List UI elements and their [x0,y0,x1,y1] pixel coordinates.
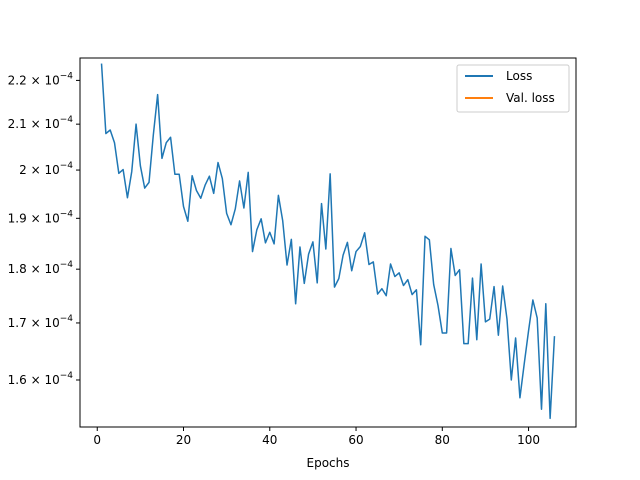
y-tick-label: 2 × 10−4 [19,161,73,177]
series-layer [100,63,556,420]
x-axis-ticks: 0 20 40 60 80 100 [93,427,540,447]
x-axis-label: Epochs [307,456,350,470]
x-tick-label: 60 [348,433,363,447]
x-tick-label: 80 [435,433,450,447]
x-tick-label: 100 [517,433,540,447]
y-tick-label: 1.9 × 10−4 [8,209,74,225]
series-line-loss [100,63,556,420]
legend-label-loss: Loss [506,69,532,83]
axes-frame [79,57,577,428]
y-tick-label: 2.1 × 10−4 [8,115,74,131]
y-tick-label: 1.8 × 10−4 [8,260,74,276]
y-tick-label: 1.7 × 10−4 [8,314,74,330]
axes-background [80,58,576,427]
legend: Loss Val. loss [456,64,570,113]
legend-label-val-loss: Val. loss [506,91,555,105]
y-axis-ticks: 1.6 × 10−4 1.7 × 10−4 1.8 × 10−4 1.9 × 10−4… [8,71,80,387]
y-tick-label: 2.2 × 10−4 [8,71,74,87]
x-tick-label: 40 [262,433,277,447]
x-tick-label: 0 [93,433,101,447]
x-tick-label: 20 [176,433,191,447]
plot-area [80,58,576,427]
y-tick-label: 1.6 × 10−4 [8,371,74,387]
